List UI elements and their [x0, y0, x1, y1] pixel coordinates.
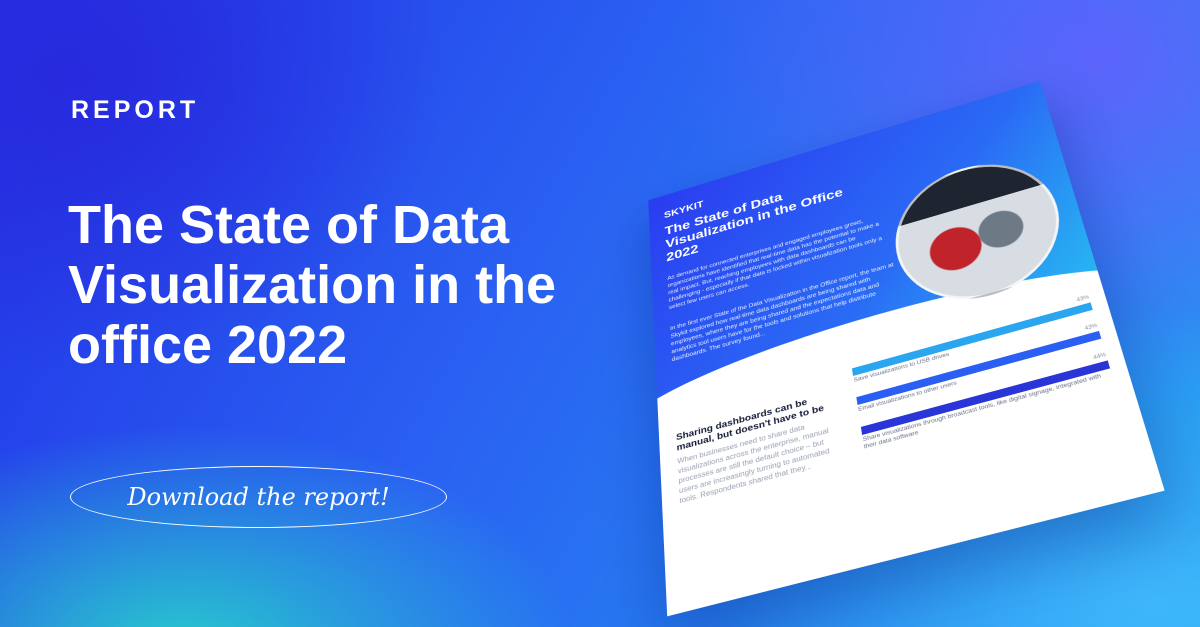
headline: The State of Data Visualization in the o…	[68, 195, 628, 375]
report-cover-mockup: SKYKIT The State of Data Visualization i…	[648, 81, 1164, 616]
download-report-button[interactable]: Download the report!	[70, 466, 447, 528]
report-eyebrow: REPORT	[71, 96, 199, 125]
